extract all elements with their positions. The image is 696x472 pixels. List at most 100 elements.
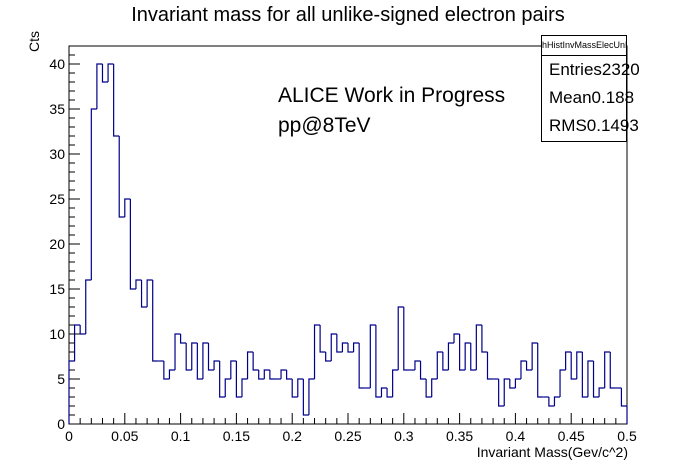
histogram-bin (252, 352, 259, 371)
histogram-bin (553, 396, 561, 406)
histogram-bin (514, 378, 521, 388)
x-tick-label: 0.15 (223, 428, 250, 444)
histogram-bin (358, 343, 365, 389)
histogram-bin (297, 378, 304, 397)
histogram-bin (191, 342, 198, 370)
histogram-bin (174, 333, 181, 370)
histogram-bin (520, 360, 527, 379)
histogram-bin (113, 64, 120, 137)
histogram-bin (570, 352, 577, 380)
histogram-bin (375, 325, 382, 398)
histogram-bin (587, 360, 594, 397)
ticks-group (68, 45, 628, 425)
stats-label: Mean (549, 88, 592, 107)
stats-row-entries: Entries 2320 (542, 56, 640, 84)
histogram-bin (73, 324, 81, 361)
histogram-bin (263, 369, 270, 379)
histogram-bin (620, 388, 627, 407)
stats-row-rms: RMS 0.1493 (542, 112, 639, 140)
histogram-bin (464, 342, 471, 370)
histogram-bin (330, 333, 337, 361)
histogram-bin (609, 352, 616, 389)
histogram-bin (341, 342, 348, 352)
histogram-bin (431, 378, 438, 397)
histogram-bin (397, 306, 404, 370)
histogram-bin (196, 343, 203, 380)
histogram-bin (548, 397, 555, 407)
histogram-bin (475, 324, 482, 370)
histogram-bin (308, 378, 315, 415)
y-tick-label: 5 (57, 371, 65, 387)
histogram-bin (503, 378, 510, 406)
histogram-bin (129, 199, 136, 290)
histogram-bin (392, 369, 399, 397)
y-tick-label: 35 (49, 101, 65, 117)
histogram-bin (403, 307, 410, 371)
histogram-bin (152, 280, 159, 362)
x-tick-label: 0 (65, 428, 73, 444)
x-tick-label: 0.3 (394, 428, 414, 444)
stats-value: 0.188 (591, 88, 635, 107)
histogram-bin (470, 343, 477, 371)
histogram-bin (581, 352, 588, 398)
histogram-bin (258, 370, 265, 380)
y-tick-label: 10 (49, 326, 65, 342)
stats-box: hHistInvMassElecUnLike_EMCEGA Entries 23… (541, 35, 640, 142)
histogram-bin (163, 361, 170, 380)
histogram-bin (531, 342, 538, 370)
histogram-bin (269, 370, 276, 380)
histogram-bin (486, 352, 494, 380)
y-tick-label: 40 (49, 56, 65, 72)
histogram-bin (598, 387, 605, 397)
histogram-bin (369, 324, 376, 388)
histogram-bin (79, 325, 86, 335)
x-tick-label: 0.1 (171, 428, 191, 444)
histogram-bin (224, 378, 231, 397)
histogram-bin (325, 352, 332, 362)
histogram-bin (202, 342, 209, 379)
annotation-energy: pp@8TeV (278, 114, 371, 137)
stats-value: 0.1493 (586, 116, 639, 135)
x-tick-label: 0.05 (111, 428, 138, 444)
histogram-bin (280, 369, 287, 379)
histogram-bin (302, 379, 309, 416)
x-tick-label: 0.4 (506, 428, 526, 444)
histogram-bin (68, 360, 75, 424)
histogram-bin (230, 360, 237, 379)
histogram-bin (286, 370, 293, 380)
y-tick-label: 20 (49, 236, 65, 252)
annotation-alice: ALICE Work in Progress (278, 84, 506, 107)
stats-label: RMS (549, 116, 587, 135)
y-tick-label: 15 (49, 281, 65, 297)
stats-value: 2320 (601, 60, 640, 79)
y-tick-label: 0 (57, 416, 65, 432)
histogram-bin (559, 369, 566, 397)
y-axis-label: Cts (26, 31, 42, 52)
histogram-bin (168, 369, 176, 379)
histogram-bin (425, 379, 432, 398)
histogram-bin (442, 352, 449, 371)
histogram-bin (85, 279, 92, 334)
x-tick-label: 0.45 (558, 428, 585, 444)
histogram-bin (319, 325, 326, 353)
histogram-bin (447, 342, 455, 370)
y-tick-label: 25 (49, 191, 65, 207)
histogram-bin (576, 351, 583, 379)
histogram-bin (180, 334, 187, 344)
histogram-bin (235, 361, 242, 398)
histogram-bin (96, 63, 103, 109)
histogram-bin (241, 378, 248, 397)
histogram-bin (453, 333, 460, 343)
histogram-bin (124, 198, 131, 217)
histogram-bin (459, 334, 466, 371)
histogram-bin (525, 361, 533, 371)
histogram-bin (336, 334, 343, 353)
histogram-bin (118, 136, 125, 218)
stats-label: Entries (549, 60, 602, 79)
histogram-bin (101, 64, 109, 83)
histogram-bin (219, 361, 226, 398)
histogram-bin (419, 361, 427, 380)
histogram-bin (347, 343, 354, 353)
histogram-bin (386, 388, 393, 398)
